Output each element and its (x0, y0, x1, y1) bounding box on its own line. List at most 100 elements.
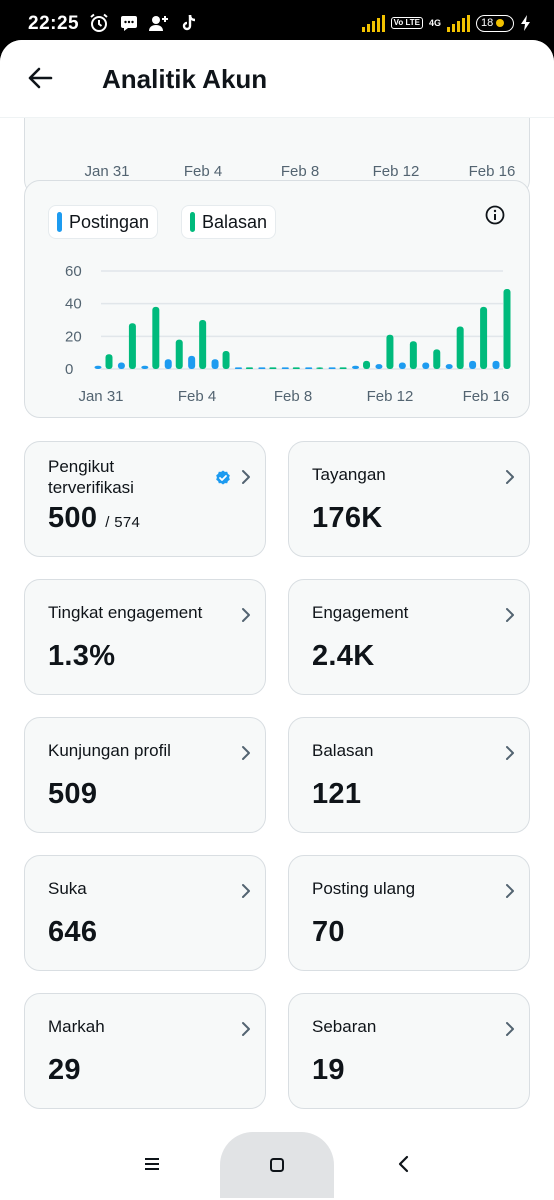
bar-balasan (316, 367, 324, 369)
stat-card-reposts[interactable]: Posting ulang 70 (288, 855, 530, 971)
alarm-icon (88, 12, 110, 34)
x-tick-label: Jan 31 (84, 163, 130, 180)
stat-value: 500 / 574 (48, 502, 140, 535)
stat-label: Tingkat engagement (48, 603, 203, 622)
bar-postingan (422, 362, 430, 369)
arrow-left-icon (28, 67, 53, 89)
bar-balasan (105, 354, 113, 369)
bar-balasan (480, 306, 488, 369)
system-nav-bar (0, 1130, 554, 1200)
bar-postingan (141, 365, 149, 369)
network-type: 4G (428, 17, 441, 28)
bar-chart: 60 40 20 0 Jan 31 Feb 4 Feb 8 Feb 12 Feb 16 (65, 263, 511, 405)
y-tick-label: 20 (65, 328, 82, 345)
stat-label: Tayangan (312, 465, 386, 484)
y-tick-label: 60 (65, 263, 82, 280)
posts-replies-chart-card: Postingan Balasan 60 40 20 0 Jan 31 Feb 4 Feb … (24, 180, 530, 418)
stat-value: 646 (48, 916, 97, 949)
bar-postingan (94, 365, 102, 369)
stat-label: Sebaran (312, 1017, 377, 1036)
chevron-right-icon (242, 884, 250, 898)
chevron-right-icon (242, 470, 250, 484)
app-bar: Analitik Akun (0, 40, 554, 118)
stat-card-shares[interactable]: Sebaran 19 (288, 993, 530, 1109)
charging-icon (520, 12, 532, 34)
bar-balasan (175, 339, 183, 369)
legend-replies[interactable]: Balasan (181, 205, 277, 239)
bar-balasan (456, 326, 464, 369)
tiktok-icon (178, 12, 200, 34)
x-tick-label: Jan 31 (78, 388, 123, 405)
volte-badge: Vo LTE (390, 17, 423, 29)
chevron-left-icon (398, 1155, 409, 1173)
bar-postingan (375, 364, 383, 369)
bar-postingan (211, 359, 219, 369)
stat-card-profile-visits[interactable]: Kunjungan profil 509 (24, 717, 266, 833)
bar-postingan (305, 367, 313, 369)
back-button[interactable] (22, 60, 58, 96)
home-button[interactable] (220, 1132, 334, 1198)
stat-value: 121 (312, 778, 361, 811)
stat-total: / 574 (105, 514, 141, 531)
bar-balasan (128, 323, 136, 369)
recent-apps-button[interactable] (132, 1144, 172, 1184)
x-tick-label: Feb 4 (178, 388, 216, 405)
stat-label: Markah (48, 1017, 105, 1036)
chevron-right-icon (506, 884, 514, 898)
legend-posts[interactable]: Postingan (48, 205, 159, 239)
bar-postingan (492, 360, 500, 369)
stat-value: 29 (48, 1054, 81, 1087)
stat-value-number: 121 (312, 778, 362, 810)
x-tick-label: Feb 8 (280, 163, 320, 180)
stat-value-number: 176K (312, 502, 383, 534)
legend-swatch (57, 212, 62, 232)
bar-balasan (269, 367, 277, 369)
bar-postingan (445, 364, 453, 369)
bar-balasan (245, 367, 253, 369)
bar-postingan (352, 365, 360, 369)
stat-value-number: 500 (48, 502, 98, 534)
legend-label: Postingan (69, 211, 150, 232)
stat-card-impressions[interactable]: Tayangan 176K (288, 441, 530, 557)
stat-card-likes[interactable]: Suka 646 (24, 855, 266, 971)
x-tick-label: Feb 12 (367, 388, 414, 405)
stat-label: Balasan (312, 741, 374, 760)
verified-badge-icon (216, 470, 230, 485)
stat-card-engagement-rate[interactable]: Tingkat engagement 1.3% (24, 579, 266, 695)
stat-value: 509 (48, 778, 97, 811)
bar-postingan (234, 367, 242, 369)
stat-card-bookmarks[interactable]: Markah 29 (24, 993, 266, 1109)
y-tick-label: 40 (65, 296, 82, 313)
add-person-icon (148, 12, 170, 34)
status-bar: 22:25 Vo LTE 4G 18 (0, 0, 554, 44)
stat-value-number: 29 (48, 1054, 81, 1086)
bar-balasan (363, 360, 371, 369)
x-tick-label: Feb 16 (468, 163, 516, 180)
analytics-screen: Analitik Akun Jan 31 Feb 4 Feb 8 Feb 12 … (0, 40, 554, 1200)
chevron-right-icon (506, 608, 514, 622)
stat-label: Posting ulang (312, 879, 416, 898)
stat-card-verified-followers[interactable]: Pengikut terverifikasi 500 / 574 (24, 441, 266, 557)
bar-balasan (503, 288, 511, 369)
home-square-icon (270, 1158, 284, 1172)
bar-balasan (409, 341, 417, 369)
stat-label: Kunjungan profil (48, 741, 171, 760)
bar-postingan (117, 362, 125, 369)
x-tick-label: Feb 12 (372, 163, 420, 180)
battery-indicator: 18 (476, 14, 514, 32)
stat-card-replies[interactable]: Balasan 121 (288, 717, 530, 833)
signal-icon (361, 14, 385, 32)
stat-value-number: 2.4K (312, 640, 375, 672)
bar-postingan (164, 359, 172, 369)
stat-value-number: 509 (48, 778, 98, 810)
bar-balasan (222, 351, 230, 369)
bar-balasan (199, 320, 207, 369)
info-button[interactable] (483, 203, 507, 227)
nav-back-button[interactable] (384, 1144, 424, 1184)
y-tick-label: 0 (65, 361, 73, 378)
x-tick-label: Feb 16 (463, 388, 510, 405)
stat-card-engagements[interactable]: Engagement 2.4K (288, 579, 530, 695)
info-icon (485, 205, 505, 225)
chevron-right-icon (242, 746, 250, 760)
status-time: 22:25 (28, 13, 80, 34)
